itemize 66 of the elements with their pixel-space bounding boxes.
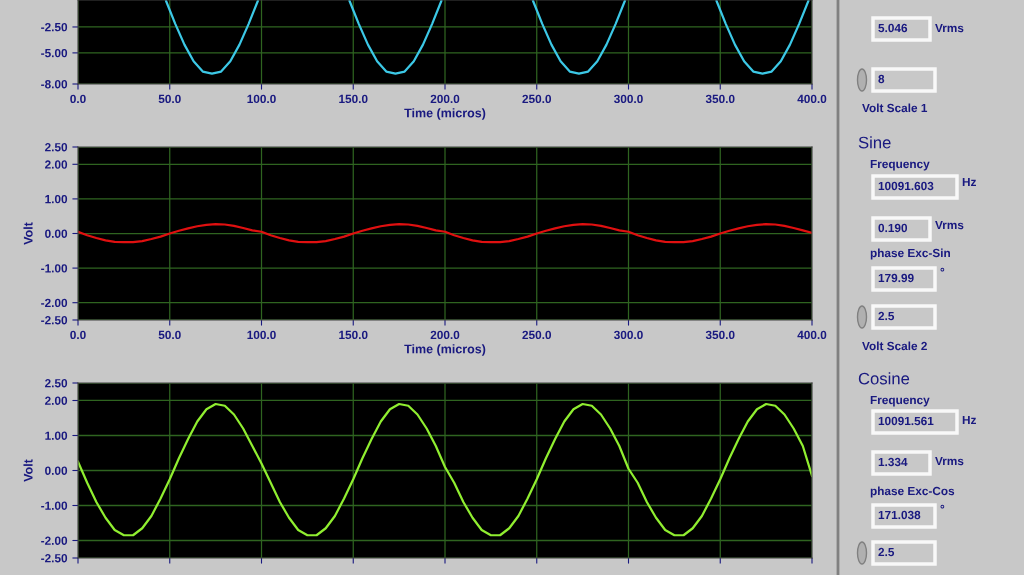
y-tick-label: 0.00 bbox=[45, 466, 68, 475]
x-axis-title: Time (micros) bbox=[404, 108, 486, 120]
text: 1.334 bbox=[878, 457, 908, 467]
text: 10091.561 bbox=[878, 416, 934, 426]
text: Hz bbox=[962, 415, 976, 425]
x-tick-label: 100.0 bbox=[247, 94, 276, 104]
y-tick-label: 2.50 bbox=[45, 379, 68, 388]
x-tick-label: 250.0 bbox=[522, 330, 552, 340]
text: Vrms bbox=[935, 456, 964, 466]
text: Frequency bbox=[870, 159, 930, 171]
text: 8 bbox=[878, 74, 885, 84]
y-tick-label: -1.00 bbox=[41, 264, 68, 273]
text: phase Exc-Cos bbox=[870, 486, 955, 498]
x-tick-label: 400.0 bbox=[797, 94, 827, 104]
y-tick-label: 2.00 bbox=[45, 396, 68, 405]
text: 2.5 bbox=[878, 547, 895, 557]
y-tick-label: 2.50 bbox=[45, 143, 68, 152]
x-tick-label: 0.0 bbox=[70, 94, 86, 104]
x-tick-label: 200.0 bbox=[430, 330, 460, 340]
x-tick-label: 100.0 bbox=[247, 330, 276, 340]
text: Vrms bbox=[935, 23, 964, 33]
y-tick-label: -2.00 bbox=[41, 298, 68, 308]
x-tick-label: 50.0 bbox=[158, 330, 181, 340]
text: 5.046 bbox=[878, 23, 908, 33]
y-tick-label: -2.50 bbox=[41, 554, 68, 563]
text: Hz bbox=[962, 177, 976, 187]
text: 10091.603 bbox=[878, 181, 934, 191]
x-tick-label: 400.0 bbox=[797, 330, 827, 340]
y-tick-label: 0.00 bbox=[45, 229, 68, 238]
text: 2.5 bbox=[878, 311, 895, 321]
y-tick-label: -1.00 bbox=[41, 501, 68, 510]
text: ° bbox=[940, 267, 945, 272]
text: Sine bbox=[858, 136, 891, 149]
x-tick-label: 150.0 bbox=[339, 94, 368, 104]
y-axis-title: Volt bbox=[23, 222, 33, 245]
x-tick-label: 350.0 bbox=[705, 94, 735, 104]
y-axis-title: Volt bbox=[23, 459, 33, 482]
text: Frequency bbox=[870, 395, 930, 407]
text: phase Exc-Sin bbox=[870, 248, 950, 260]
text: 179.99 bbox=[878, 273, 914, 283]
x-tick-label: 150.0 bbox=[339, 330, 368, 340]
line-series bbox=[78, 223, 812, 244]
y-tick-label: -2.00 bbox=[41, 536, 68, 545]
x-tick-label: 300.0 bbox=[614, 94, 643, 104]
text: Vrms bbox=[935, 220, 964, 230]
x-tick-label: 350.0 bbox=[705, 330, 735, 340]
text: Volt Scale 2 bbox=[862, 341, 927, 351]
x-tick-label: 250.0 bbox=[522, 94, 552, 104]
y-tick-label: 2.00 bbox=[45, 160, 68, 169]
y-tick-label: 1.00 bbox=[45, 431, 68, 440]
text: 0.190 bbox=[878, 223, 908, 233]
y-tick-label: -5.00 bbox=[41, 48, 68, 58]
line-series bbox=[78, 402, 812, 537]
text: Cosine bbox=[858, 372, 910, 385]
x-tick-label: 0.0 bbox=[70, 330, 86, 340]
y-tick-label: 1.00 bbox=[45, 194, 68, 204]
y-tick-label: -2.50 bbox=[41, 316, 68, 325]
y-tick-label: -8.00 bbox=[41, 80, 68, 89]
y-tick-label: -2.50 bbox=[41, 23, 68, 32]
text: Volt Scale 1 bbox=[862, 103, 928, 113]
x-axis-title: Time (micros) bbox=[404, 344, 486, 356]
x-tick-label: 300.0 bbox=[614, 330, 643, 340]
text: 171.038 bbox=[878, 510, 921, 520]
x-tick-label: 200.0 bbox=[430, 94, 460, 104]
text: ° bbox=[940, 504, 945, 509]
x-tick-label: 50.0 bbox=[158, 94, 181, 104]
